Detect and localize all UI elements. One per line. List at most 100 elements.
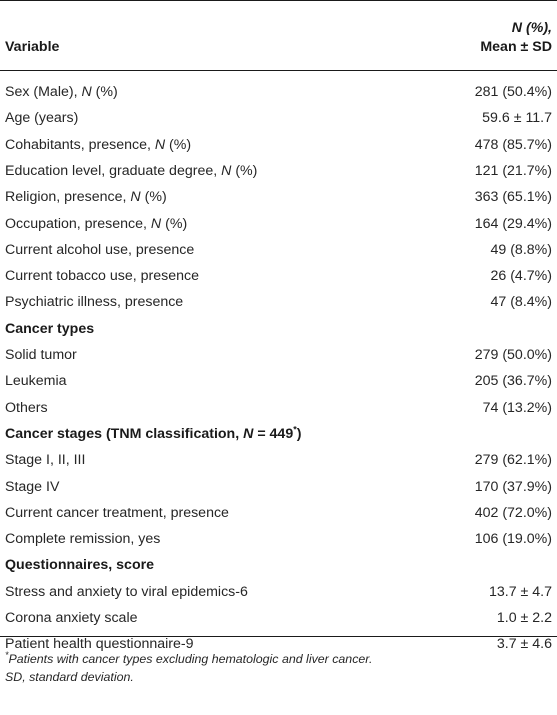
variable-cell: Psychiatric illness, presence: [5, 289, 183, 315]
value-cell: 279 (62.1%): [474, 452, 552, 469]
label-text: Occupation, presence,: [5, 215, 151, 232]
section-header-row: Cancer stages (TNM classification, N = 4…: [0, 421, 557, 447]
label-text: Stage I, II, III: [5, 452, 86, 469]
label-text: Current alcohol use, presence: [5, 241, 195, 258]
label-italic: N: [81, 84, 92, 100]
value-cell: 402 (72.0%): [474, 504, 552, 521]
variable-cell: Occupation, presence, N (%): [5, 211, 187, 237]
table-row: Solid tumor 279 (50.0%): [0, 342, 557, 368]
label-italic: N: [150, 215, 162, 232]
label-text: Solid tumor: [5, 347, 77, 363]
label-italic: N: [221, 162, 232, 179]
label-text: Questionnaires, score: [5, 557, 155, 574]
label-text: Corona anxiety scale: [5, 610, 138, 626]
value-cell: 281 (50.4%): [474, 84, 552, 100]
label-text: Others: [5, 399, 48, 416]
variable-cell: Solid tumor: [5, 342, 77, 368]
table-row: Current cancer treatment, presence 402 (7…: [0, 500, 557, 526]
label-text: Religion, presence,: [5, 189, 131, 206]
value-cell: 205 (36.7%): [474, 373, 552, 390]
table-row: Education level, graduate degree, N (%) 1…: [0, 158, 557, 184]
table-row: Patient health questionnaire-9 3.7 ± 4.6: [0, 631, 557, 657]
value-cell: 47 (8.4%): [490, 294, 552, 311]
variable-header: Variable: [5, 39, 60, 55]
variable-cell: Corona anxiety scale: [5, 605, 138, 631]
variable-cell: Complete remission, yes: [5, 526, 160, 552]
value-cell: 106 (19.0%): [474, 531, 552, 548]
value-cell: 121 (21.7%): [474, 162, 552, 179]
value-header-line1: N (%),: [511, 20, 552, 36]
label-text: Leukemia: [5, 373, 67, 390]
label-suffix: (%): [140, 189, 167, 206]
table-row: Stage IV 170 (37.9%): [0, 474, 557, 500]
variable-cell: Age (years): [5, 105, 78, 131]
label-text: Stress and anxiety to viral epidemics-6: [5, 583, 248, 600]
section-label: Cancer stages (TNM classification, N = 4…: [5, 421, 301, 447]
value-cell: 478 (85.7%): [474, 136, 552, 153]
value-cell: 74 (13.2%): [482, 399, 552, 416]
footnote-text: Patients with cancer types excluding hem…: [8, 652, 373, 666]
variable-cell: Stage IV: [5, 474, 59, 500]
label-text: Cancer types: [5, 320, 95, 337]
label-text: Psychiatric illness, presence: [5, 294, 184, 311]
label-suffix: (%): [91, 84, 118, 100]
label-italic: N: [130, 189, 141, 206]
table-row: Psychiatric illness, presence 47 (8.4%): [0, 289, 557, 315]
value-cell: 279 (50.0%): [474, 347, 552, 363]
label-text: Cohabitants, presence,: [5, 136, 155, 153]
table-row: Religion, presence, N (%) 363 (65.1%): [0, 184, 557, 210]
variable-cell: Current cancer treatment, presence: [5, 500, 229, 526]
value-cell: 3.7 ± 4.6: [496, 636, 552, 653]
header-rule: [0, 70, 557, 71]
footnote-marker: *: [5, 649, 9, 660]
label-italic: N: [154, 136, 166, 153]
table-row: Current tobacco use, presence 26 (4.7%): [0, 263, 557, 289]
table-row: Complete remission, yes 106 (19.0%): [0, 526, 557, 552]
section-header-row: Cancer types: [0, 316, 557, 342]
label-suffix: (%): [161, 215, 188, 232]
table-row: Sex (Male), N (%) 281 (50.4%): [0, 79, 557, 105]
label-text: Patient health questionnaire-9: [5, 636, 194, 653]
variable-cell: Stage I, II, III: [5, 447, 85, 473]
variable-cell: Current tobacco use, presence: [5, 263, 199, 289]
table-row: Stress and anxiety to viral epidemics-6 1…: [0, 579, 557, 605]
table-row: Age (years) 59.6 ± 11.7: [0, 105, 557, 131]
footnote-marker: *: [293, 424, 297, 435]
variable-cell: Patient health questionnaire-9: [5, 631, 194, 657]
label-suffix: = 449: [253, 425, 294, 442]
label-italic: N: [243, 425, 254, 442]
label-text: Complete remission, yes: [5, 531, 161, 548]
table-row: Leukemia 205 (36.7%): [0, 368, 557, 394]
label-suffix: (%): [231, 162, 258, 179]
value-cell: 26 (4.7%): [490, 268, 552, 285]
variable-cell: Sex (Male), N (%): [5, 79, 118, 105]
section-header-row: Questionnaires, score: [0, 552, 557, 578]
variable-cell: Stress and anxiety to viral epidemics-6: [5, 579, 248, 605]
value-cell: 59.6 ± 11.7: [482, 110, 552, 127]
bottom-rule: [0, 636, 557, 637]
table-row: Occupation, presence, N (%) 164 (29.4%): [0, 211, 557, 237]
label-text: Cancer stages (TNM classification,: [5, 425, 244, 442]
label-text: Current cancer treatment, presence: [5, 504, 229, 521]
footnote-asterisk: *Patients with cancer types excluding he…: [5, 650, 372, 668]
table-row: Stage I, II, III 279 (62.1%): [0, 447, 557, 473]
label-text: Current tobacco use, presence: [5, 268, 200, 285]
table-row: Others 74 (13.2%): [0, 395, 557, 421]
value-cell: 13.7 ± 4.7: [488, 583, 552, 600]
value-cell: 1.0 ± 2.2: [496, 610, 552, 626]
table-row: Cohabitants, presence, N (%) 478 (85.7%): [0, 132, 557, 158]
section-label: Questionnaires, score: [5, 552, 154, 578]
variable-cell: Others: [5, 395, 48, 421]
value-cell: 170 (37.9%): [474, 478, 552, 495]
table-row: Corona anxiety scale 1.0 ± 2.2: [0, 605, 557, 631]
variable-cell: Leukemia: [5, 368, 67, 394]
label-text: Age (years): [5, 110, 79, 127]
label-suffix: (%): [165, 136, 192, 153]
section-label: Cancer types: [5, 316, 94, 342]
variable-cell: Education level, graduate degree, N (%): [5, 158, 257, 184]
label-close: ): [296, 425, 302, 442]
table-row: Current alcohol use, presence 49 (8.8%): [0, 237, 557, 263]
variable-cell: Religion, presence, N (%): [5, 184, 167, 210]
label-text: Stage IV: [5, 478, 60, 495]
label-text: Education level, graduate degree,: [5, 162, 222, 179]
